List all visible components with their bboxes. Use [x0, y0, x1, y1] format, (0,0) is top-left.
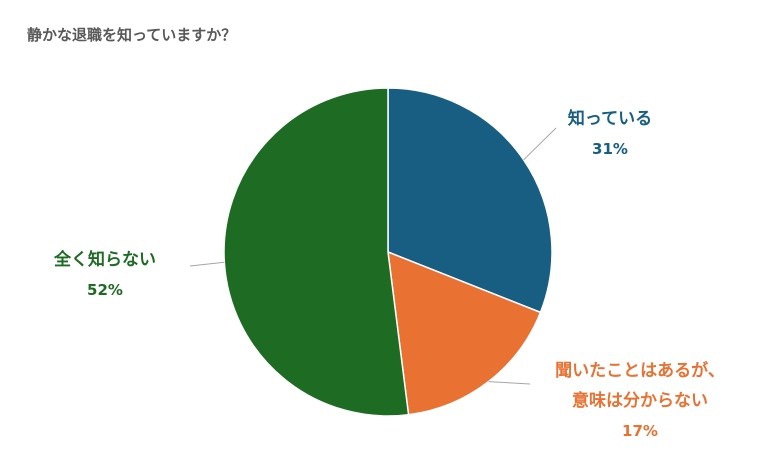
slice-value-label: 31%	[592, 140, 628, 158]
slice-value-label: 52%	[87, 281, 123, 299]
slice-label-text: 知っている	[567, 109, 653, 129]
leader-line	[523, 127, 557, 161]
slice-label-text: 全く知らない	[54, 250, 156, 270]
chart-title: 静かな退職を知っていますか？	[27, 26, 237, 44]
slice-label-text-line2: 意味は分からない	[572, 391, 708, 411]
slice-label-shitteiru: 知っている 31%	[520, 104, 700, 164]
slice-label-text-line1: 聞いたことはあるが、	[555, 361, 725, 381]
slice-label-kiitakotohaaru: 聞いたことはあるが、 意味は分からない 17%	[520, 356, 760, 446]
slice-mattakushiranai	[223, 87, 410, 417]
slice-value-label: 17%	[622, 422, 658, 440]
slice-shitteiru	[387, 87, 553, 314]
slice-label-mattakushiranai: 全く知らない 52%	[20, 245, 190, 305]
slice-kiitakotohaaru	[387, 250, 542, 416]
leader-line	[189, 261, 225, 267]
leader-line	[488, 381, 531, 385]
